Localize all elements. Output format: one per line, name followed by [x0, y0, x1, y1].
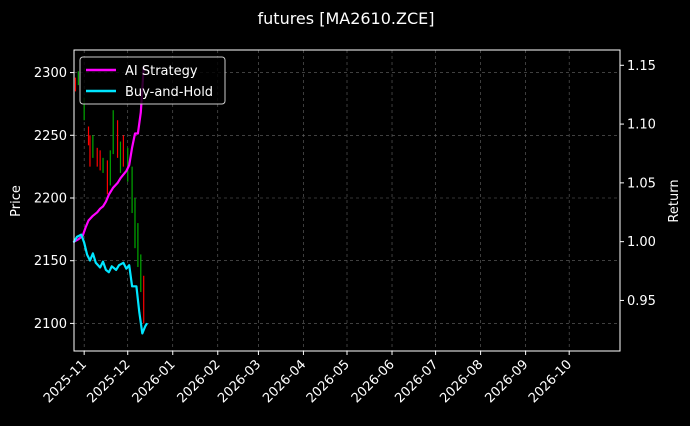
y-axis-left-label: Price: [9, 185, 24, 217]
right-tick-label: 1.05: [627, 176, 656, 191]
grid-layer: [74, 50, 620, 351]
right-tick-label: 1.10: [627, 118, 656, 133]
series-layer: [72, 66, 148, 335]
x-tick-label: 2025-12: [85, 357, 134, 406]
x-tick-label: 2026-02: [175, 357, 224, 406]
x-tick-label: 2026-09: [482, 357, 531, 406]
x-tick-label: 2026-06: [349, 357, 398, 406]
left-tick-label: 2300: [34, 66, 67, 81]
right-y-axis: 0.95 1.00 1.05 1.10 1.15: [620, 59, 656, 309]
right-tick-label: 1.00: [627, 235, 656, 250]
x-tick-label: 2026-04: [260, 357, 309, 406]
x-tick-label: 2026-08: [437, 357, 486, 406]
series-line-ai-strategy: [72, 66, 145, 243]
x-tick-label: 2026-05: [304, 357, 353, 406]
x-tick-label: 2026-07: [392, 357, 441, 406]
chart-title: futures [MA2610.ZCE]: [258, 9, 435, 28]
right-tick-label: 1.15: [627, 59, 656, 74]
left-tick-label: 2200: [34, 191, 67, 206]
left-tick-label: 2100: [34, 317, 67, 332]
x-tick-label: 2026-01: [130, 357, 179, 406]
right-tick-label: 0.95: [627, 294, 656, 309]
y-axis-right-label: Return: [667, 179, 682, 222]
series-line-buy-and-hold: [72, 233, 148, 335]
price-bars-layer: [74, 71, 145, 324]
legend: AI Strategy Buy-and-Hold: [79, 56, 226, 105]
left-y-axis: 2100 2150 2200 2250 2300: [34, 66, 74, 332]
x-tick-label: 2026-03: [215, 357, 264, 406]
legend-label-ai-strategy: AI Strategy: [125, 64, 198, 79]
legend-label-buy-and-hold: Buy-and-Hold: [125, 85, 213, 100]
x-axis: 2025-112025-122026-012026-022026-032026-…: [41, 351, 575, 406]
x-tick-label: 2025-11: [41, 357, 90, 406]
x-tick-label: 2026-10: [526, 357, 575, 406]
left-tick-label: 2150: [34, 254, 67, 269]
legend-box: [79, 56, 226, 105]
left-tick-label: 2250: [34, 129, 67, 144]
